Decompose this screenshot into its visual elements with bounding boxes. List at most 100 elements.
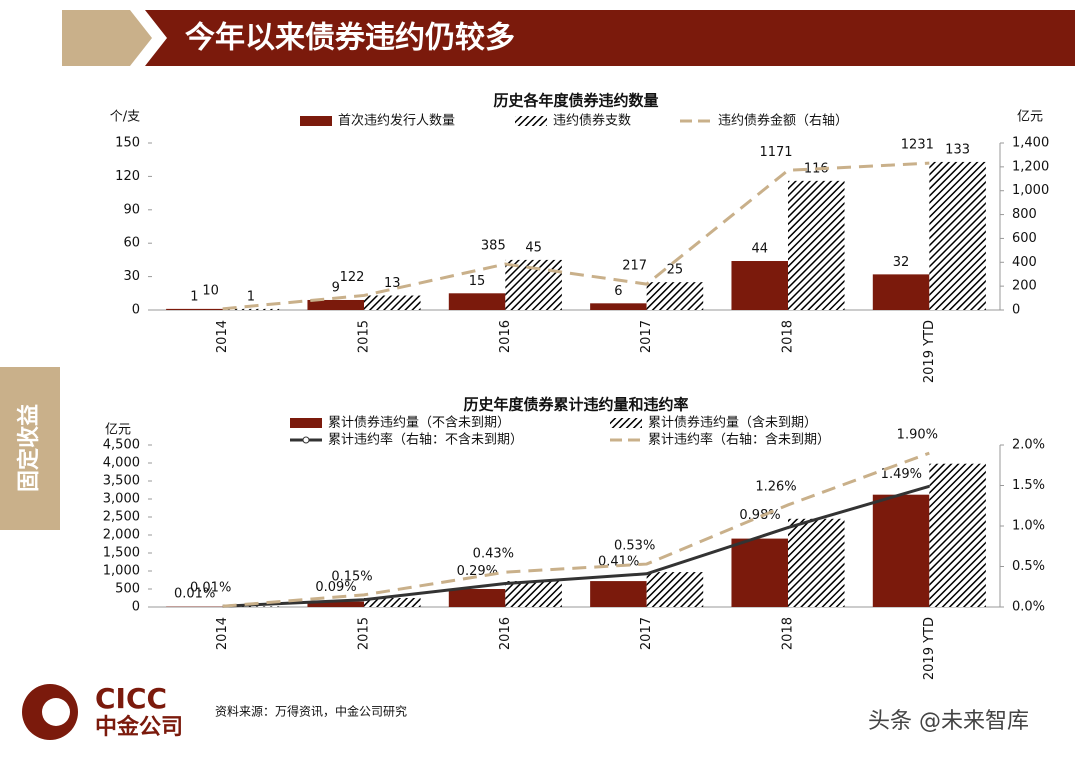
line-value-label: 1171 [759,145,792,160]
y-tick-label: 30 [123,269,140,284]
line-value-label: 1.90% [897,428,938,443]
bar [731,261,788,310]
bar [929,463,986,607]
bar [929,161,986,310]
legend-label: 违约债券金额（右轴） [718,113,848,129]
bar [307,601,364,607]
y-tick-label: 0 [132,600,140,615]
bar [788,180,845,310]
line [222,161,930,311]
x-tick-label: 2014 [215,320,230,353]
y2-tick-label: 1.0% [1012,519,1045,534]
bar [646,572,704,607]
bar [166,308,223,310]
bar [364,295,421,310]
y-tick-label: 4,000 [103,456,140,471]
y-axis-label: 个/支 [110,110,140,125]
side-label: 固定收益 [16,404,42,492]
y-tick-label: 1,000 [103,564,140,579]
bar-value-label: 9 [332,280,340,295]
source-note: 资料来源：万得资讯，中金公司研究 [215,704,407,719]
bar-value-label: 1 [190,289,198,304]
bar [872,494,930,607]
y-tick-label: 3,000 [103,492,140,507]
bar-value-label: 15 [469,274,486,289]
logo-en: CICC [95,682,167,715]
bar-value-label: 1 [247,289,255,304]
y2-tick-label: 200 [1012,279,1037,294]
y2-tick-label: 0.5% [1012,559,1045,574]
y2-tick-label: 0.0% [1012,600,1045,615]
bar-value-label: 44 [751,242,768,257]
line-value-label: 0.98% [739,508,780,523]
bar [364,598,421,607]
legend-swatch [290,418,322,428]
y-tick-label: 120 [115,169,140,184]
line [222,484,930,608]
bar [222,308,280,310]
x-tick-label: 2016 [498,617,513,650]
bar-value-label: 133 [945,142,970,157]
chart-title: 历史各年度债券违约数量 [493,92,658,110]
logo-mark-inner [42,698,70,726]
x-tick-label: 2014 [215,617,230,650]
line-value-label: 1.26% [755,479,796,494]
y-tick-label: 150 [115,136,140,151]
header-band [145,10,1075,66]
x-tick-label: 2015 [357,617,372,650]
y2-tick-label: 0 [1012,303,1020,318]
side-tab [0,367,60,530]
line-value-label: 0.09% [315,580,356,595]
bar [788,518,845,607]
x-tick-label: 2018 [781,617,796,650]
legend-label: 累计债券违约量（不含未到期） [328,415,510,431]
line-value-label: 0.29% [457,564,498,579]
y2-tick-label: 1,400 [1012,136,1049,151]
legend-label: 首次违约发行人数量 [338,113,455,129]
y2-tick-label: 800 [1012,207,1037,222]
y2-tick-label: 600 [1012,231,1037,246]
legend-swatch [515,116,547,126]
logo-cn: 中金公司 [95,714,183,740]
line-value-label: 0.53% [614,539,655,554]
bar-value-label: 6 [614,284,622,299]
legend-marker [302,436,310,444]
y2-tick-label: 400 [1012,255,1037,270]
bar [448,293,506,310]
bar-value-label: 25 [667,263,684,278]
x-tick-label: 2017 [639,320,654,353]
x-tick-label: 2019 YTD [922,617,937,680]
chart-title: 历史年度债券累计违约量和违约率 [463,396,688,414]
y-tick-label: 1,500 [103,546,140,561]
legend-label: 违约债券支数 [553,113,631,129]
bar [222,606,280,607]
line-value-label: 1231 [901,138,934,153]
line-value-label: 217 [622,259,647,274]
watermark: 头条 @未来智库 [868,709,1029,734]
y2-axis-label: 亿元 [1017,110,1043,125]
x-tick-label: 2019 YTD [922,320,937,383]
line [222,451,930,608]
x-tick-label: 2017 [639,617,654,650]
y-tick-label: 2,500 [103,510,140,525]
y-tick-label: 4,500 [103,438,140,453]
line-value-label: 385 [481,239,506,254]
bar-value-label: 32 [893,255,910,270]
bar-value-label: 13 [384,276,401,291]
legend-swatch [610,418,642,428]
y2-tick-label: 1,000 [1012,183,1049,198]
y2-tick-label: 1,200 [1012,159,1049,174]
y2-tick-label: 1.5% [1012,478,1045,493]
bar-value-label: 45 [525,240,542,255]
legend-label: 累计违约率（右轴：不含未到期） [328,432,523,448]
bar [590,581,647,607]
x-tick-label: 2016 [498,320,513,353]
bar [872,274,930,310]
x-tick-label: 2018 [781,320,796,353]
bar [590,303,647,310]
bar [731,538,788,607]
y-tick-label: 500 [115,582,140,597]
legend-label: 累计违约率（右轴：含未到期） [648,432,830,448]
legend-label: 累计债券违约量（含未到期） [648,415,817,431]
